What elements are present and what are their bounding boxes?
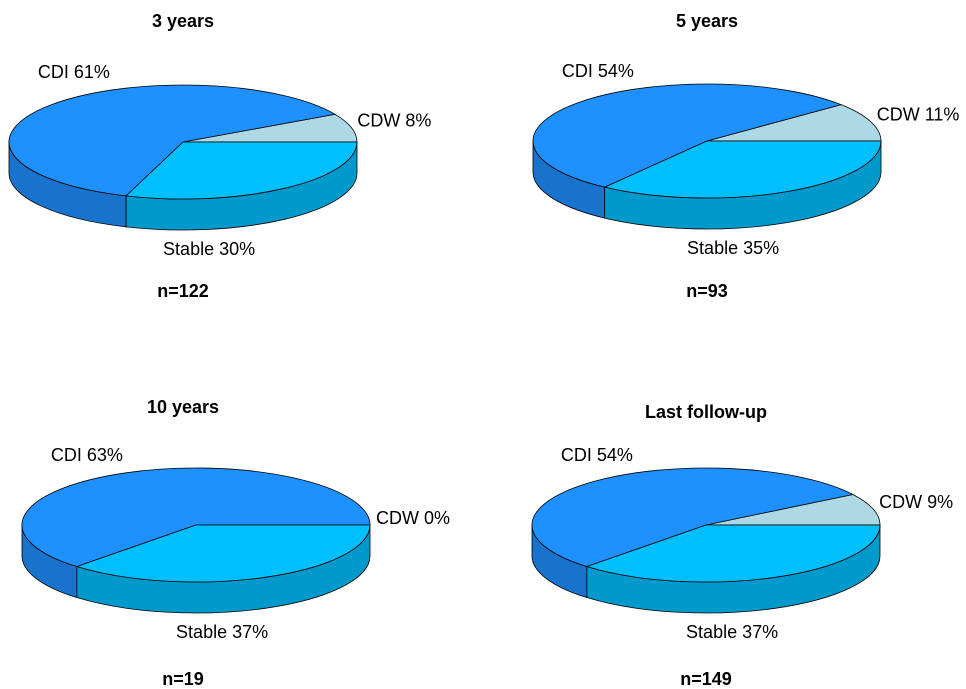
- pie-slice: [531, 467, 855, 567]
- pie-chart: 5 years CDW 11% CDI 54% Stable 35% n=93: [532, 11, 960, 301]
- annotation: n=19: [162, 669, 204, 689]
- annotation: n=149: [680, 669, 732, 689]
- slice-category: Stable: [687, 238, 738, 258]
- pie-chart: Last follow-up CDW 9% CDI 54% Stable 37% n=149: [531, 402, 953, 689]
- pie-slice: [75, 524, 371, 583]
- slice-label: Stable 35%: [687, 238, 779, 258]
- slice-label: Stable 30%: [163, 239, 255, 259]
- slice-label: CDI 54%: [562, 61, 634, 81]
- slice-label: CDI 54%: [561, 445, 633, 465]
- slice-value-label: 61%: [74, 62, 110, 82]
- slice-value-label: 35%: [743, 238, 779, 258]
- slice-category: CDW: [877, 104, 920, 124]
- slice-value-label: 63%: [87, 445, 123, 465]
- slice-label: CDI 63%: [51, 445, 123, 465]
- annotation: n=93: [686, 281, 728, 301]
- slice-category: CDI: [38, 62, 69, 82]
- pie-slice: [585, 524, 881, 583]
- slice-category: CDW: [357, 110, 400, 130]
- chart-title: 5 years: [676, 11, 738, 31]
- slice-category: CDI: [561, 445, 592, 465]
- slice-category: CDI: [562, 61, 593, 81]
- slice-value-label: 37%: [232, 622, 268, 642]
- slice-value-label: 0%: [424, 508, 450, 528]
- slice-category: CDW: [376, 508, 419, 528]
- slice-category: Stable: [163, 239, 214, 259]
- slice-value-label: 9%: [927, 492, 953, 512]
- slice-category: Stable: [176, 622, 227, 642]
- slice-label: Stable 37%: [176, 622, 268, 642]
- pie-chart: 3 years CDW 8% CDI 61% Stable 30% n=122: [8, 11, 431, 301]
- slice-category: CDW: [879, 492, 922, 512]
- slice-label: CDW 0%: [376, 508, 450, 528]
- pie-slice: [8, 84, 337, 197]
- slice-value-label: 54%: [598, 61, 634, 81]
- pie-slice: [21, 467, 371, 567]
- slice-value-label: 37%: [742, 622, 778, 642]
- annotation: n=122: [157, 281, 209, 301]
- slice-label: CDW 9%: [879, 492, 953, 512]
- chart-title: Last follow-up: [645, 402, 767, 422]
- slice-value-label: 30%: [219, 239, 255, 259]
- slice-label: CDW 11%: [877, 104, 960, 124]
- pie-slice: [182, 113, 358, 143]
- pie-slice: [532, 83, 843, 188]
- pie-slice: [603, 140, 882, 199]
- slice-label: Stable 37%: [686, 622, 778, 642]
- pie-chart: 10 years CDW 0% CDI 63% Stable 37% n=19: [21, 397, 450, 689]
- slice-value-label: 54%: [597, 445, 633, 465]
- slice-label: CDI 61%: [38, 62, 110, 82]
- pie-slice: [125, 141, 358, 200]
- pie-slice: [705, 494, 881, 526]
- slice-value-label: 11%: [925, 104, 960, 124]
- slice-category: Stable: [686, 622, 737, 642]
- pie-slice: [706, 104, 882, 142]
- slice-label: CDW 8%: [357, 110, 431, 130]
- slice-category: CDI: [51, 445, 82, 465]
- slice-value-label: 8%: [405, 110, 431, 130]
- chart-title: 3 years: [152, 11, 214, 31]
- chart-title: 10 years: [147, 397, 219, 417]
